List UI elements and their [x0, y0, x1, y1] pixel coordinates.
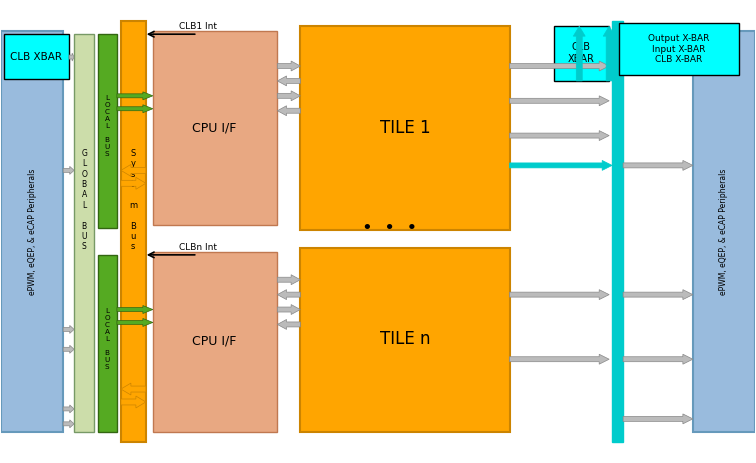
Bar [612, 21, 623, 442]
Text: CLB XBAR: CLB XBAR [11, 52, 62, 62]
Bar [619, 23, 739, 75]
FancyArrow shape [510, 131, 609, 141]
FancyArrow shape [277, 290, 300, 300]
FancyArrow shape [277, 275, 300, 285]
FancyArrow shape [64, 166, 74, 175]
FancyArrow shape [277, 61, 300, 71]
FancyArrow shape [117, 306, 153, 313]
Text: ePWM, eQEP, & eCAP Peripherals: ePWM, eQEP, & eCAP Peripherals [719, 169, 728, 295]
Bar [300, 26, 510, 230]
FancyArrow shape [510, 290, 609, 300]
Bar [692, 31, 754, 432]
FancyArrow shape [117, 319, 153, 326]
Text: CLB
XBAR: CLB XBAR [568, 42, 595, 64]
FancyArrow shape [277, 91, 300, 101]
Text: •  •  •: • • • [362, 219, 417, 237]
FancyArrow shape [623, 160, 692, 170]
Bar [153, 252, 277, 432]
FancyArrow shape [510, 61, 609, 71]
Text: ePWM, eQEP, & eCAP Peripherals: ePWM, eQEP, & eCAP Peripherals [28, 169, 37, 295]
Text: L
O
C
A
L

B
U
S: L O C A L B U S [104, 308, 110, 370]
Text: CLB1 Int: CLB1 Int [178, 22, 217, 31]
Text: Output X-BAR
Input X-BAR
CLB X-BAR: Output X-BAR Input X-BAR CLB X-BAR [648, 34, 710, 64]
FancyArrow shape [603, 26, 615, 81]
Text: L
O
C
A
L

B
U
S: L O C A L B U S [104, 94, 110, 156]
Text: CPU I/F: CPU I/F [193, 121, 237, 134]
Bar [554, 26, 609, 81]
Bar [5, 34, 69, 79]
FancyArrow shape [69, 53, 74, 61]
Text: TILE 1: TILE 1 [380, 119, 430, 137]
FancyArrow shape [277, 305, 300, 314]
FancyArrow shape [277, 319, 300, 329]
Text: G
L
O
B
A
L

B
U
S: G L O B A L B U S [81, 149, 87, 251]
Bar [2, 31, 64, 432]
FancyArrow shape [64, 325, 74, 333]
FancyArrow shape [623, 354, 692, 364]
Bar [98, 34, 117, 228]
FancyArrow shape [510, 160, 612, 170]
Bar [98, 255, 117, 432]
Text: TILE n: TILE n [380, 330, 430, 348]
FancyArrow shape [510, 96, 609, 106]
FancyArrow shape [277, 106, 300, 116]
Bar [74, 34, 94, 432]
FancyArrow shape [121, 177, 146, 189]
FancyArrow shape [117, 105, 153, 113]
FancyArrow shape [573, 26, 585, 81]
FancyArrow shape [121, 396, 146, 408]
FancyArrow shape [277, 76, 300, 86]
FancyArrow shape [121, 164, 146, 176]
Bar [300, 248, 510, 432]
Text: CLBn Int: CLBn Int [178, 244, 217, 252]
FancyArrow shape [64, 405, 74, 413]
FancyArrow shape [623, 290, 692, 300]
FancyArrow shape [64, 420, 74, 428]
FancyArrow shape [623, 414, 692, 424]
FancyArrow shape [510, 354, 609, 364]
Bar [121, 21, 146, 442]
Text: CPU I/F: CPU I/F [193, 335, 237, 348]
FancyArrow shape [64, 345, 74, 353]
FancyArrow shape [117, 92, 153, 100]
Bar [153, 31, 277, 225]
FancyArrow shape [121, 383, 146, 395]
Text: S
y
s
t

m

B
u
s: S y s t m B u s [129, 149, 137, 251]
